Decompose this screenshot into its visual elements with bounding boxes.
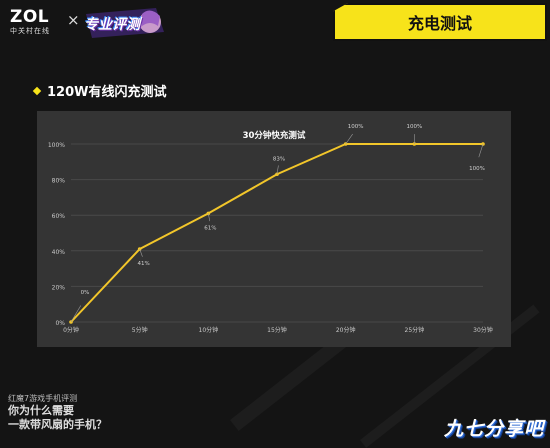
series-line [70,143,483,323]
chart-title: 30分钟快充测试 [243,130,306,141]
diamond-icon [32,86,42,95]
x-tick-label: 15分钟 [267,326,287,334]
y-tick-label: 20% [52,284,66,291]
data-label: 100% [406,124,422,130]
x-tick-label: 5分钟 [132,326,148,334]
y-tick-label: 60% [52,213,66,220]
data-label-leader [208,213,211,222]
data-label-leader [70,305,82,323]
data-label-leader [478,143,484,158]
review-badge-logo: 专业评测 [84,6,166,40]
review-badge-art [86,8,164,38]
data-label: 100% [348,124,364,130]
charging-line-chart: 0% 20% 40% 60% 80% 100% 0分钟 5分钟 10分钟 15分钟 20分钟 25分钟… [48,124,493,334]
brand-subtitle: 中关村在线 [10,27,50,35]
section-heading: 120W有线闪充测试 [32,81,167,100]
x-tick-label: 0分钟 [63,326,79,334]
review-badge-text: 专业评测 [84,17,140,33]
x-tick-label: 30分钟 [473,326,493,334]
y-tick-label: 80% [52,178,66,185]
y-tick-label: 0% [55,320,65,327]
data-label-leader [345,133,353,145]
footer: 红魔7游戏手机评测 你为什么需要 一款带风扇的手机？ [8,393,107,432]
brand-name: ZOL [10,7,50,27]
y-tick-label: 100% [48,142,65,149]
y-tick-label: 40% [52,249,66,256]
section-heading-text: 120W有线闪充测试 [47,85,167,100]
footer-subtitle: 红魔7游戏手机评测 [8,394,78,403]
x-tick-label: 25分钟 [405,326,425,334]
data-label: 0% [81,290,90,296]
data-label-leader [276,165,279,175]
zol-logo: ZOL 中关村在线 [10,9,50,36]
x-tick-label: 20分钟 [336,326,356,334]
page-title: 充电测试 [333,3,547,41]
data-label: 83% [273,156,285,162]
data-label: 61% [204,225,216,231]
times-icon: × [67,11,80,29]
footer-line-1: 你为什么需要 [8,404,74,417]
x-tick-label: 10分钟 [199,326,219,334]
footer-line-2: 一款带风扇的手机？ [8,418,107,431]
watermark-logo: 九七分享吧 [443,418,544,440]
data-label-leader [139,248,143,257]
data-label: 41% [138,261,150,267]
data-point [137,247,142,251]
data-label: 100% [469,166,485,172]
header: ZOL 中关村在线 × 专业评测 充电测试 [0,0,550,50]
chart-panel: 0% 20% 40% 60% 80% 100% 0分钟 5分钟 10分钟 15分钟 20分钟 25分钟… [37,111,511,347]
page-title-text: 充电测试 [407,14,472,33]
